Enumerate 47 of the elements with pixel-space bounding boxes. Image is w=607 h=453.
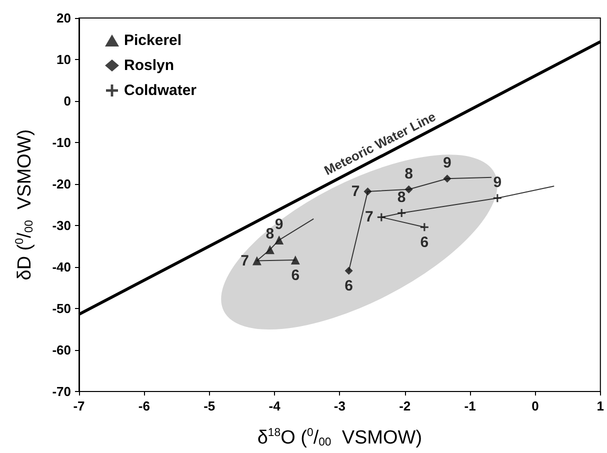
y-tick-label: -70 [52, 384, 71, 399]
x-tick-label: -1 [464, 398, 476, 414]
legend-label: Roslyn [124, 57, 174, 74]
point [377, 213, 386, 222]
y-tick-label: -40 [52, 260, 71, 274]
annotation: 9 [443, 154, 452, 172]
point [493, 194, 502, 202]
point [443, 174, 452, 183]
x-tick-label: -5 [204, 398, 216, 414]
y-tick-label: -60 [52, 342, 71, 358]
annotation: 7 [240, 252, 249, 270]
point [265, 245, 274, 254]
y-tick-label: 20 [56, 10, 71, 26]
annotation: 8 [404, 165, 413, 182]
annotation: 9 [274, 216, 284, 234]
y-tick-label: 0 [64, 94, 71, 108]
point [398, 209, 406, 218]
point [364, 187, 372, 196]
x-tick-label: 0 [532, 398, 539, 414]
point [344, 266, 353, 275]
point [274, 236, 284, 245]
y-tick-label: 10 [56, 52, 71, 67]
annotation: 6 [420, 234, 429, 252]
y-tick-label: -10 [52, 135, 71, 150]
x-tick-label: -7 [73, 398, 85, 414]
annotation: 6 [344, 278, 353, 295]
x-tick-label: -3 [334, 398, 346, 414]
y-tick-label: -50 [52, 301, 71, 316]
y-tick-label: -20 [52, 176, 71, 192]
legend-label: Pickerel [124, 32, 182, 49]
x-tick-label: 1 [596, 398, 604, 414]
y-tick-label: -30 [52, 218, 71, 233]
point [290, 255, 300, 264]
x-tick-label: -6 [138, 398, 150, 414]
x-tick-label: -4 [268, 398, 282, 414]
point [252, 256, 262, 266]
x-tick-label: -2 [399, 398, 411, 414]
legend-label: Coldwater [124, 82, 197, 99]
annotation: 6 [291, 266, 300, 284]
y-axis-title: δD (0/00 VSMOW) [14, 129, 36, 280]
annotation: 8 [397, 189, 406, 206]
point [420, 223, 428, 232]
annotation: 7 [365, 208, 374, 226]
point [404, 185, 413, 194]
annotation: 9 [493, 174, 502, 192]
annotation: 7 [351, 182, 360, 200]
annotation: 8 [266, 226, 274, 243]
